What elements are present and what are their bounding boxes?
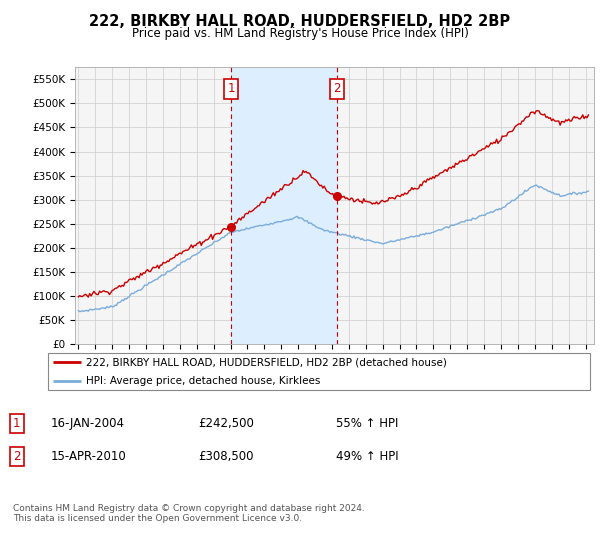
Text: 55% ↑ HPI: 55% ↑ HPI	[336, 417, 398, 430]
Bar	[231, 67, 337, 344]
Text: 2: 2	[333, 82, 341, 95]
Text: Contains HM Land Registry data © Crown copyright and database right 2024.
This d: Contains HM Land Registry data © Crown c…	[13, 504, 365, 524]
Text: 222, BIRKBY HALL ROAD, HUDDERSFIELD, HD2 2BP: 222, BIRKBY HALL ROAD, HUDDERSFIELD, HD2…	[89, 14, 511, 29]
Text: 15-APR-2010: 15-APR-2010	[51, 450, 127, 463]
Text: 1: 1	[227, 82, 235, 95]
Text: 16-JAN-2004: 16-JAN-2004	[51, 417, 125, 430]
FancyBboxPatch shape	[48, 353, 590, 390]
Text: HPI: Average price, detached house, Kirklees: HPI: Average price, detached house, Kirk…	[86, 376, 320, 386]
Text: 1: 1	[13, 417, 20, 430]
Text: Price paid vs. HM Land Registry's House Price Index (HPI): Price paid vs. HM Land Registry's House …	[131, 27, 469, 40]
Text: £308,500: £308,500	[198, 450, 254, 463]
Text: 2: 2	[13, 450, 20, 463]
Text: 222, BIRKBY HALL ROAD, HUDDERSFIELD, HD2 2BP (detached house): 222, BIRKBY HALL ROAD, HUDDERSFIELD, HD2…	[86, 357, 447, 367]
Text: 49% ↑ HPI: 49% ↑ HPI	[336, 450, 398, 463]
Text: £242,500: £242,500	[198, 417, 254, 430]
